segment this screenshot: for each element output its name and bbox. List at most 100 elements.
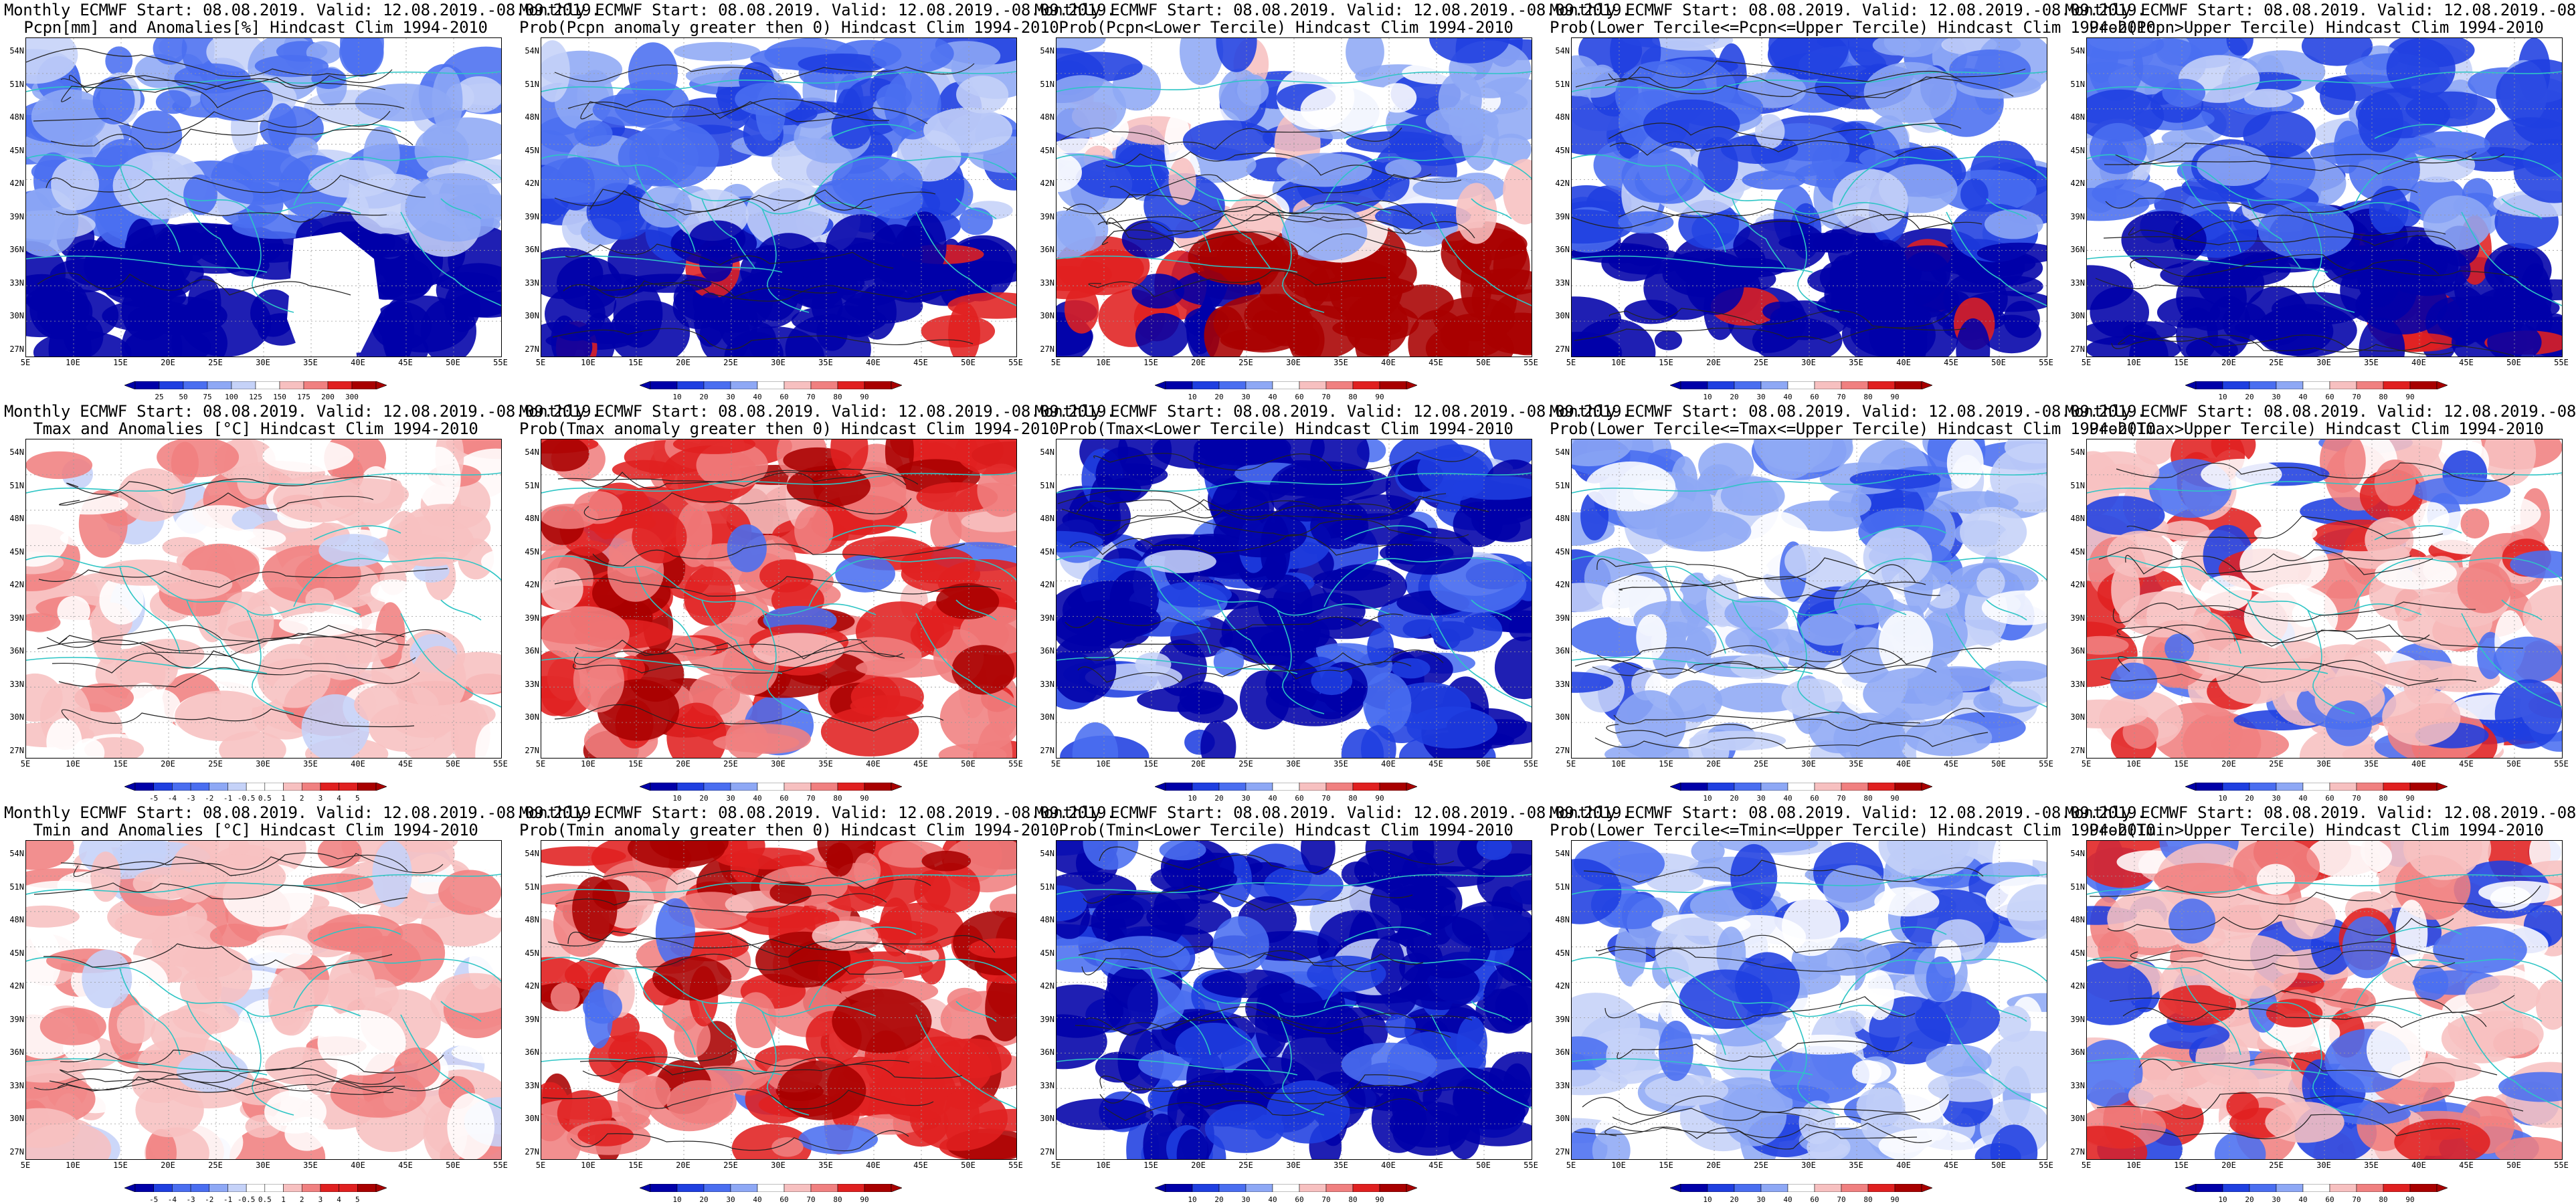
- panel-title-line1: Monthly ECMWF Start: 08.08.2019. Valid: …: [2065, 803, 2576, 822]
- colorbar-label: 150: [273, 393, 286, 401]
- panel-title-line2: Prob(Tmin>Upper Tercile) Hindcast Clim 1…: [2089, 821, 2544, 839]
- colorbar-label: 30: [1241, 794, 1251, 803]
- map-field: [26, 841, 501, 1159]
- lat-tick-label: 30N: [1040, 311, 1054, 320]
- panel-title-line1: Monthly ECMWF Start: 08.08.2019. Valid: …: [1034, 1, 1631, 19]
- lat-tick-label: 54N: [2070, 46, 2085, 56]
- lat-tick-label: 45N: [525, 546, 539, 557]
- colorbar-label: 40: [1783, 1195, 1792, 1204]
- lat-tick-label: 48N: [1555, 112, 1570, 122]
- panel-title-line2: Prob(Pcpn<Lower Tercile) Hindcast Clim 1…: [1059, 18, 1513, 37]
- lat-tick-label: 36N: [9, 245, 24, 254]
- lon-tick-label: 35E: [2364, 759, 2379, 769]
- lat-tick-label: 33N: [2070, 1080, 2085, 1090]
- colorbar-label: 30: [1756, 393, 1766, 401]
- lon-tick-label: 10E: [581, 759, 595, 769]
- lat-tick-label: 39N: [1555, 613, 1570, 623]
- lon-tick-label: 5E: [20, 358, 31, 367]
- lat-tick-label: 54N: [9, 849, 24, 858]
- panel-title: Monthly ECMWF Start: 08.08.2019. Valid: …: [4, 403, 601, 437]
- coastlines: [1572, 874, 2047, 1116]
- lon-tick-label: 55E: [1524, 759, 1538, 769]
- lat-tick-label: 42N: [525, 179, 539, 188]
- lat-tick-label: 54N: [525, 849, 539, 858]
- coastlines: [26, 71, 501, 313]
- panel-title-line2: Pcpn[mm] and Anomalies[%] Hindcast Clim …: [23, 18, 488, 37]
- lon-tick-label: 25E: [723, 1161, 738, 1170]
- lon-tick-label: 15E: [628, 759, 643, 769]
- lon-tick-label: 50E: [2506, 1161, 2521, 1170]
- map-panel-p9: Monthly ECMWF Start: 08.08.2019. Valid: …: [1550, 402, 2156, 803]
- panel-title-line1: Monthly ECMWF Start: 08.08.2019. Valid: …: [1550, 402, 2146, 421]
- lat-tick-label: 33N: [1040, 278, 1054, 288]
- panel-title-line2: Prob(Lower Tercile<=Pcpn<=Upper Tercile)…: [1550, 18, 2156, 37]
- colorbar-label: 40: [1783, 393, 1792, 401]
- coastlines: [541, 472, 1016, 714]
- coastlines: [541, 874, 1016, 1116]
- contour-lines: [1075, 846, 1489, 1121]
- panel-title-line1: Monthly ECMWF Start: 08.08.2019. Valid: …: [2065, 1, 2576, 19]
- lat-tick-label: 51N: [525, 882, 539, 892]
- lat-tick-label: 33N: [525, 679, 539, 689]
- colorbar-label: 60: [2325, 794, 2334, 803]
- colorbar-label: -4: [167, 1195, 177, 1204]
- lat-tick-label: 48N: [2070, 112, 2085, 122]
- lon-tick-label: 40E: [351, 759, 365, 769]
- contour-lines: [554, 468, 1002, 732]
- lon-tick-label: 15E: [1143, 358, 1158, 367]
- lat-tick-label: 27N: [525, 1146, 539, 1157]
- lon-tick-label: 50E: [1991, 1161, 2006, 1170]
- map-area: [2086, 37, 2563, 357]
- colorbar-label: -2: [205, 794, 214, 803]
- lon-tick-label: 15E: [1143, 759, 1158, 769]
- lat-tick-label: 36N: [1555, 1047, 1570, 1057]
- lat-tick-label: 36N: [1555, 646, 1570, 656]
- colorbar-label: 20: [699, 393, 709, 401]
- colorbar: [1155, 1184, 1417, 1192]
- lat-tick-label: 30N: [9, 1114, 24, 1123]
- lat-tick-label: 27N: [1555, 745, 1570, 755]
- lon-tick-label: 55E: [1008, 759, 1023, 769]
- lon-tick-label: 40E: [2411, 358, 2426, 367]
- lon-tick-label: 35E: [818, 358, 833, 367]
- map-panel-p7: Monthly ECMWF Start: 08.08.2019. Valid: …: [519, 403, 1116, 803]
- lon-tick-label: 40E: [2411, 759, 2426, 769]
- colorbar: [1670, 783, 1932, 791]
- lon-tick-label: 25E: [208, 759, 223, 769]
- lon-tick-label: 15E: [1659, 358, 1673, 367]
- colorbar-label: 4: [337, 794, 341, 803]
- map-panel-p1: Monthly ECMWF Start: 08.08.2019. Valid: …: [4, 1, 601, 401]
- lon-tick-label: 15E: [113, 1161, 128, 1170]
- lon-tick-label: 5E: [20, 1161, 31, 1170]
- lat-tick-label: 45N: [1555, 948, 1570, 958]
- lat-tick-label: 27N: [1555, 344, 1570, 354]
- lat-tick-label: 39N: [525, 211, 539, 221]
- lon-tick-label: 45E: [913, 1161, 928, 1170]
- lat-tick-label: 30N: [1040, 1114, 1054, 1123]
- lon-tick-label: 15E: [113, 759, 128, 769]
- map-field: [1056, 38, 1532, 357]
- coastlines: [541, 71, 1016, 313]
- colorbar-label: -3: [186, 794, 195, 803]
- colorbar: [2185, 1184, 2448, 1192]
- lat-tick-label: 30N: [525, 311, 539, 320]
- colorbar-label: 40: [1268, 1195, 1277, 1204]
- lat-tick-label: 27N: [1040, 745, 1054, 755]
- lon-tick-label: 55E: [2039, 1161, 2053, 1170]
- lon-tick-label: 40E: [1381, 358, 1396, 367]
- lon-tick-label: 25E: [1238, 759, 1253, 769]
- lat-tick-label: 39N: [1040, 211, 1054, 221]
- map-field: [1572, 439, 2047, 758]
- lon-tick-label: 35E: [303, 358, 318, 367]
- lon-tick-label: 25E: [2269, 358, 2284, 367]
- lat-tick-label: 33N: [1555, 1080, 1570, 1090]
- panel-title: Monthly ECMWF Start: 08.08.2019. Valid: …: [519, 804, 1116, 839]
- lat-tick-label: 45N: [9, 948, 24, 958]
- colorbar-label: 80: [2379, 1195, 2388, 1204]
- map-panel-p12: Monthly ECMWF Start: 08.08.2019. Valid: …: [519, 804, 1116, 1204]
- lon-tick-label: 25E: [723, 358, 738, 367]
- lat-tick-label: 33N: [9, 1080, 24, 1090]
- lon-tick-label: 5E: [2081, 759, 2092, 769]
- colorbar-label: 30: [726, 1195, 735, 1204]
- colorbar-label: 60: [1295, 794, 1304, 803]
